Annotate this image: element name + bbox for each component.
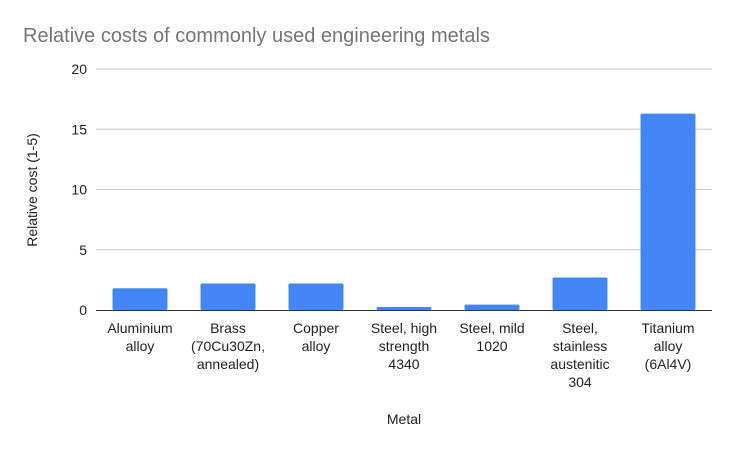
bar <box>376 306 432 310</box>
bar <box>552 277 608 310</box>
x-tick-label-line: Aluminium <box>107 320 172 336</box>
x-tick-label-line: Steel, high <box>371 320 437 336</box>
x-tick-label-line: alloy <box>654 338 683 354</box>
gridlines <box>96 68 712 251</box>
x-tick-label-line: alloy <box>126 338 155 354</box>
y-tick-label: 0 <box>79 302 87 318</box>
x-tick-label-line: strength <box>379 338 430 354</box>
x-tick-label: Copper alloy <box>293 320 339 354</box>
x-tick-label: Aluminium alloy <box>107 320 172 354</box>
bar <box>288 283 344 310</box>
x-tick-label-line: 4340 <box>388 356 419 372</box>
x-tick-label-line: austenitic <box>550 356 609 372</box>
x-tick-label-line: Titanium <box>641 320 694 336</box>
y-axis-ticks: 0 5 10 15 20 <box>71 61 87 318</box>
x-tick-label-line: 1020 <box>476 338 507 354</box>
bar <box>112 288 168 310</box>
x-tick-label: Brass (70Cu30Zn, annealed) <box>191 320 265 372</box>
x-tick-label-line: 304 <box>568 374 592 390</box>
x-axis-label: Metal <box>387 411 421 427</box>
x-axis-ticks: Aluminium alloy Brass (70Cu30Zn, annealed) Co… <box>107 320 694 390</box>
bars <box>112 113 696 311</box>
bar <box>640 113 696 311</box>
chart-title: Relative costs of commonly used engineer… <box>23 25 490 47</box>
x-tick-label-line: Steel, mild <box>459 320 524 336</box>
y-axis-label: Relative cost (1-5) <box>24 133 40 247</box>
y-tick-label: 15 <box>71 121 87 137</box>
x-tick-label: Titanium alloy (6Al4V) <box>641 320 694 372</box>
y-tick-label: 20 <box>71 61 87 77</box>
bar <box>464 304 520 310</box>
x-tick-label-line: alloy <box>302 338 331 354</box>
x-tick-label: Steel, mild 1020 <box>459 320 524 354</box>
x-tick-label: Steel, high strength 4340 <box>371 320 437 372</box>
x-tick-label-line: (70Cu30Zn, <box>191 338 265 354</box>
x-tick-label-line: Steel, <box>562 320 598 336</box>
x-tick-label-line: Copper <box>293 320 339 336</box>
x-tick-label-line: stainless <box>553 338 607 354</box>
x-tick-label-line: Brass <box>210 320 246 336</box>
x-tick-label: Steel, stainless austenitic 304 <box>550 320 609 390</box>
x-tick-label-line: annealed) <box>197 356 259 372</box>
y-tick-label: 10 <box>71 182 87 198</box>
bar <box>200 283 256 310</box>
y-tick-label: 5 <box>79 242 87 258</box>
x-tick-label-line: (6Al4V) <box>645 356 692 372</box>
